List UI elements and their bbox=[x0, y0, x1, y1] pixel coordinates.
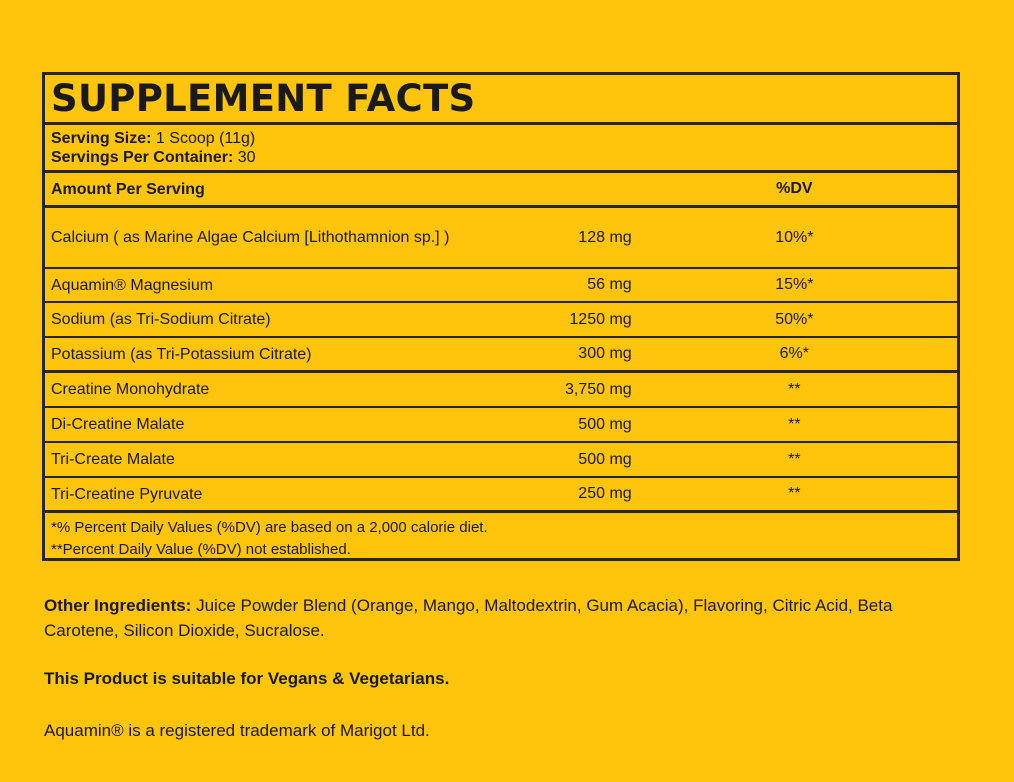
table-row: Tri-Creatine Pyruvate 250 mg ** bbox=[45, 478, 957, 513]
row-name: Tri-Creatine Pyruvate bbox=[51, 485, 203, 503]
table-row: Tri-Create Malate 500 mg ** bbox=[45, 443, 957, 478]
row-dv: ** bbox=[788, 450, 801, 468]
row-amount: 300 mg bbox=[578, 345, 632, 362]
servings-value: 30 bbox=[233, 149, 256, 166]
table-row: Calcium ( as Marine Algae Calcium [Litho… bbox=[45, 208, 957, 269]
row-amount: 500 mg bbox=[578, 415, 632, 433]
row-amount: 1250 mg bbox=[569, 310, 632, 328]
serving-size-line: Serving Size: 1 Scoop (11g) bbox=[51, 129, 951, 148]
servings-per-container-line: Servings Per Container: 30 bbox=[51, 148, 951, 167]
footnote-dv-basis: *% Percent Daily Values (%DV) are based … bbox=[51, 519, 488, 536]
row-dv: 6%* bbox=[779, 345, 810, 362]
other-ingredients-label: Other Ingredients: bbox=[44, 596, 192, 615]
row-dv: 50%* bbox=[775, 310, 814, 328]
row-name: Tri-Create Malate bbox=[51, 451, 175, 468]
row-name: Sodium (as Tri-Sodium Citrate) bbox=[51, 311, 271, 328]
table-row: Creatine Monohydrate 3,750 mg ** bbox=[45, 373, 957, 408]
row-amount: 128 mg bbox=[578, 228, 632, 246]
trademark-note: Aquamin® is a registered trademark of Ma… bbox=[44, 721, 430, 740]
row-dv: ** bbox=[788, 380, 801, 398]
table-row: Di-Creatine Malate 500 mg ** bbox=[45, 408, 957, 443]
row-name: Aquamin® Magnesium bbox=[51, 276, 214, 294]
servings-label: Servings Per Container: bbox=[51, 149, 234, 166]
header-amount-per-serving: Amount Per Serving bbox=[51, 180, 205, 198]
other-ingredients: Other Ingredients: Juice Powder Blend (O… bbox=[44, 593, 964, 643]
other-ingredients-text: Juice Powder Blend (Orange, Mango, Malto… bbox=[44, 596, 893, 640]
row-name: Potassium (as Tri-Potassium Citrate) bbox=[51, 345, 312, 363]
table-row: Potassium (as Tri-Potassium Citrate) 300… bbox=[45, 338, 957, 373]
serving-size-value: 1 Scoop (11g) bbox=[151, 130, 256, 147]
supplement-facts-panel: SUPPLEMENT FACTS Serving Size: 1 Scoop (… bbox=[42, 72, 960, 561]
row-name: Calcium ( as Marine Algae Calcium [Litho… bbox=[51, 229, 450, 246]
header-dv: %DV bbox=[776, 180, 813, 197]
row-amount: 56 mg bbox=[587, 276, 632, 293]
serving-info: Serving Size: 1 Scoop (11g) Servings Per… bbox=[45, 125, 957, 173]
table-header: Amount Per Serving %DV bbox=[45, 173, 957, 208]
row-name: Creatine Monohydrate bbox=[51, 381, 210, 398]
footnote-dv-not-established: **Percent Daily Value (%DV) not establis… bbox=[51, 541, 351, 558]
panel-title: SUPPLEMENT FACTS bbox=[45, 75, 957, 125]
vegan-note: This Product is suitable for Vegans & Ve… bbox=[44, 669, 450, 688]
table-row: Sodium (as Tri-Sodium Citrate) 1250 mg 5… bbox=[45, 303, 957, 338]
row-dv: ** bbox=[788, 415, 801, 433]
row-amount: 3,750 mg bbox=[564, 380, 632, 398]
serving-size-label: Serving Size: bbox=[51, 130, 152, 147]
row-dv: 15%* bbox=[775, 276, 814, 293]
dv-footnotes: *% Percent Daily Values (%DV) are based … bbox=[45, 513, 957, 565]
row-amount: 500 mg bbox=[578, 450, 632, 468]
row-dv: 10%* bbox=[775, 228, 814, 246]
row-dv: ** bbox=[788, 485, 801, 502]
table-row: Aquamin® Magnesium 56 mg 15%* bbox=[45, 269, 957, 303]
row-name: Di-Creatine Malate bbox=[51, 416, 185, 433]
row-amount: 250 mg bbox=[578, 485, 632, 502]
